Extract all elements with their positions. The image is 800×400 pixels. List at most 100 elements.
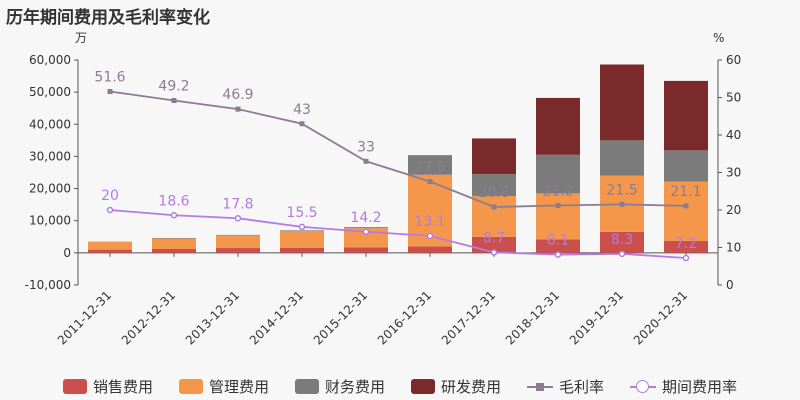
data-label: 8.1 — [547, 233, 569, 249]
bar-segment — [472, 138, 516, 175]
legend: 销售费用 管理费用 财务费用 研发费用 毛利率 期间费用率 — [0, 373, 800, 399]
bar-segment — [152, 238, 196, 239]
legend-swatch — [630, 379, 657, 394]
line-point — [555, 203, 561, 208]
bar-segment — [280, 230, 324, 231]
data-label: 49.2 — [158, 79, 189, 95]
legend-swatch — [527, 379, 554, 394]
bar-segment — [216, 234, 260, 236]
bar-segment — [152, 238, 196, 249]
line-point — [362, 228, 370, 235]
left-tick-label: 20,000 — [29, 182, 71, 196]
bar-segment — [472, 195, 516, 237]
bar-segment — [536, 154, 580, 194]
legend-swatch — [411, 378, 435, 394]
left-tick-label: 0 — [63, 246, 71, 260]
right-tick-label: 10 — [726, 241, 741, 255]
series-line — [109, 90, 687, 208]
data-label: 51.6 — [94, 70, 125, 86]
left-tick-label: 50,000 — [29, 85, 71, 99]
bar-segment — [600, 64, 644, 141]
line-point — [298, 223, 306, 231]
data-label: 21.5 — [606, 182, 637, 198]
line-point — [491, 204, 497, 210]
legend-item[interactable]: 财务费用 — [294, 376, 385, 397]
bar-segment — [280, 247, 324, 253]
line-point — [427, 179, 433, 184]
bar-segment — [536, 193, 580, 240]
line-point — [554, 251, 562, 258]
bar-segment — [664, 80, 708, 151]
x-tick-label: 2016-12-31 — [375, 288, 434, 347]
data-label: 20.8 — [478, 185, 509, 201]
data-label: 13.1 — [414, 214, 445, 230]
bar-segment — [408, 155, 452, 175]
bar-segment — [408, 246, 452, 253]
bar-segment — [88, 249, 132, 253]
left-tick-label: 10,000 — [29, 214, 71, 228]
x-tick-label: 2013-12-31 — [183, 288, 242, 347]
data-label: 46.9 — [222, 87, 253, 103]
bar-segment — [216, 235, 260, 249]
line-point — [683, 203, 689, 209]
legend-item[interactable]: 毛利率 — [527, 376, 604, 397]
x-tick-label: 2019-12-31 — [567, 288, 626, 347]
left-tick-label: -10,000 — [25, 278, 71, 292]
x-tick-label: 2014-12-31 — [247, 288, 306, 347]
data-label: 21.1 — [670, 184, 701, 200]
data-label: 27.6 — [414, 160, 445, 176]
right-tick-label: 30 — [726, 166, 741, 180]
line-point — [426, 232, 434, 240]
right-tick-label: 50 — [726, 91, 741, 105]
series-line — [109, 209, 687, 259]
bar-segment — [600, 231, 644, 253]
x-tick-label: 2015-12-31 — [311, 288, 370, 347]
bar-segment — [600, 140, 644, 176]
bar-segment — [216, 248, 260, 253]
left-tick-label: 30,000 — [29, 149, 71, 163]
bar-segment — [536, 239, 580, 253]
bar-segment — [664, 181, 708, 241]
legend-label: 财务费用 — [324, 377, 385, 396]
bar-segment — [344, 227, 388, 229]
line-point — [299, 121, 305, 127]
data-label: 8.7 — [483, 230, 505, 246]
bar-segment — [152, 249, 196, 253]
data-label: 14.2 — [350, 210, 381, 226]
data-label: 17.8 — [222, 196, 253, 212]
line-point — [106, 206, 114, 214]
data-label: 43 — [293, 102, 311, 118]
right-tick-label: 60 — [726, 53, 741, 67]
x-tick-label: 2017-12-31 — [439, 288, 498, 347]
legend-item[interactable]: 销售费用 — [62, 376, 153, 397]
line-point — [107, 89, 113, 94]
right-tick-label: 0 — [726, 278, 734, 292]
chart-title: 历年期间费用及毛利率变化 — [6, 8, 210, 28]
line-point — [234, 215, 242, 222]
right-tick-label: 20 — [726, 203, 741, 217]
legend-item[interactable]: 期间费用率 — [630, 376, 737, 397]
line-point — [490, 249, 498, 256]
data-label: 21.2 — [542, 184, 573, 200]
data-label: 20 — [101, 188, 119, 204]
x-tick-label: 2020-12-31 — [631, 288, 690, 347]
bar-segment — [472, 174, 516, 196]
line-point — [363, 158, 369, 164]
legend-label: 毛利率 — [559, 377, 605, 396]
legend-swatch — [294, 378, 319, 394]
right-axis-unit: % — [713, 31, 724, 45]
data-label: 33 — [357, 139, 375, 155]
line-point — [682, 254, 690, 262]
legend-label: 期间费用率 — [662, 377, 738, 396]
legend-item[interactable]: 研发费用 — [411, 376, 501, 397]
line-point — [618, 250, 626, 258]
bar-segment — [280, 231, 324, 248]
left-axis-unit: 万 — [75, 31, 87, 45]
legend-item[interactable]: 管理费用 — [178, 376, 269, 397]
x-tick-label: 2012-12-31 — [119, 288, 178, 347]
bar-segment — [344, 247, 388, 253]
line-point — [619, 201, 625, 207]
bar-segment — [664, 150, 708, 182]
legend-swatch — [178, 378, 203, 394]
